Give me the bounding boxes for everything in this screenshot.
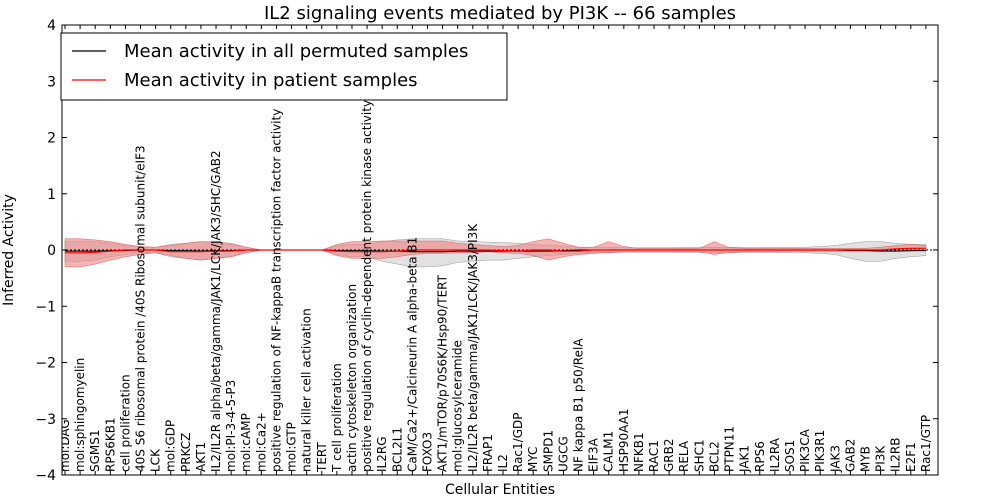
category-label: MYB <box>859 446 873 472</box>
category-label: CALM1 <box>602 431 616 472</box>
y-tick-label: 4 <box>47 18 56 34</box>
category-label: PTPN11 <box>723 426 737 472</box>
category-label: MYC <box>526 447 540 472</box>
category-label: IL2RB <box>889 438 903 472</box>
category-label: SMPD1 <box>541 430 555 472</box>
category-label: cell proliferation <box>118 374 132 472</box>
category-label: TERT <box>315 442 329 473</box>
category-label: mol:Ca2+ <box>254 412 268 472</box>
y-tick-label: −2 <box>35 356 56 372</box>
y-tick-label: −1 <box>35 299 56 315</box>
category-label: PI3K <box>874 445 888 472</box>
category-label: IL2/IL2R alpha/beta/gamma/JAK1/LCK/JAK3/… <box>209 150 223 472</box>
category-label: IL2/IL2R beta/gamma/JAK1/LCK/JAK3/PI3K <box>466 223 480 472</box>
y-tick-label: −3 <box>35 412 56 428</box>
category-label: mol:GDP <box>164 420 178 472</box>
series-line-patient <box>65 247 926 254</box>
category-label: mol:PI-3-4-5-P3 <box>224 380 238 472</box>
legend-frame <box>60 32 508 101</box>
y-tick-label: −4 <box>35 468 56 484</box>
category-label: AKT1/mTOR/p70S6K/Hsp90/TERT <box>436 274 450 472</box>
category-label: EIF3A <box>587 437 601 472</box>
category-label: mol:glucosylceramide <box>451 340 465 472</box>
patient-range-band <box>64 238 927 268</box>
category-label: Rac1/GDP <box>511 413 525 472</box>
category-label: RPS6 <box>753 441 767 472</box>
category-label: Rac1/GTP <box>919 415 933 472</box>
category-label: IL2RA <box>768 437 782 472</box>
category-label: GAB2 <box>843 439 857 472</box>
y-tick-label: 0 <box>47 243 56 259</box>
category-label: UGCG <box>556 436 570 472</box>
y-tick-label: 2 <box>47 131 56 147</box>
category-label: E2F1 <box>904 442 918 472</box>
category-label: PIK3CA <box>798 428 812 472</box>
category-label: natural killer cell activation <box>300 308 314 472</box>
legend-label-patient: Mean activity in patient samples <box>124 70 418 91</box>
category-label: FOXO3 <box>421 432 435 472</box>
category-label: PRKCZ <box>179 433 193 472</box>
category-label: mol:cAMP <box>239 413 253 472</box>
category-label: SGMS1 <box>88 429 102 472</box>
legend: Mean activity in all permuted samples Me… <box>60 32 508 101</box>
x-axis-label: Cellular Entities <box>445 482 555 498</box>
category-label: T cell proliferation <box>330 363 344 473</box>
y-axis-label: Inferred Activity <box>1 194 17 306</box>
category-label: CaM/Ca2+/Calcineurin A alpha-beta B1 <box>405 237 419 472</box>
chart-title: IL2 signaling events mediated by PI3K --… <box>264 3 736 24</box>
category-label: LCK <box>149 448 163 472</box>
y-tick-label: 3 <box>47 74 56 90</box>
category-label: RAC1 <box>647 440 661 472</box>
category-label: actin cytoskeleton organization <box>345 284 359 472</box>
category-label: mol:GTP <box>285 422 299 472</box>
category-label: AKT1 <box>194 442 208 472</box>
category-label: BCL2L1 <box>390 427 404 472</box>
legend-label-permuted: Mean activity in all permuted samples <box>124 41 468 62</box>
category-label: JAK3 <box>828 445 842 473</box>
category-label: SHC1 <box>692 439 706 472</box>
category-label: RPS6KB1 <box>103 417 117 472</box>
category-label: positive regulation of cyclin-dependent … <box>360 100 374 472</box>
y-tick-label: 1 <box>47 187 56 203</box>
category-label: NF kappa B1 p50/RelA <box>572 338 586 472</box>
category-label: 40S S6 ribosomal protein /40S Ribosomal … <box>134 145 148 472</box>
category-label: mol:DAG <box>58 419 72 472</box>
category-label: SOS1 <box>783 440 797 472</box>
category-label: JAK1 <box>738 445 752 473</box>
category-label: IL2 <box>496 454 510 472</box>
category-label: FRAP1 <box>481 434 495 472</box>
category-label: PIK3R1 <box>813 430 827 472</box>
category-label: positive regulation of NF-kappaB transcr… <box>269 109 283 472</box>
category-label: HSP90AA1 <box>617 408 631 472</box>
category-label: BCL2 <box>707 441 721 472</box>
category-label: mol:sphingomyelin <box>73 358 87 472</box>
category-label: RELA <box>677 440 691 472</box>
category-label: GRB2 <box>662 438 676 472</box>
category-label: IL2RG <box>375 437 389 473</box>
category-label: NFKB1 <box>632 432 646 472</box>
